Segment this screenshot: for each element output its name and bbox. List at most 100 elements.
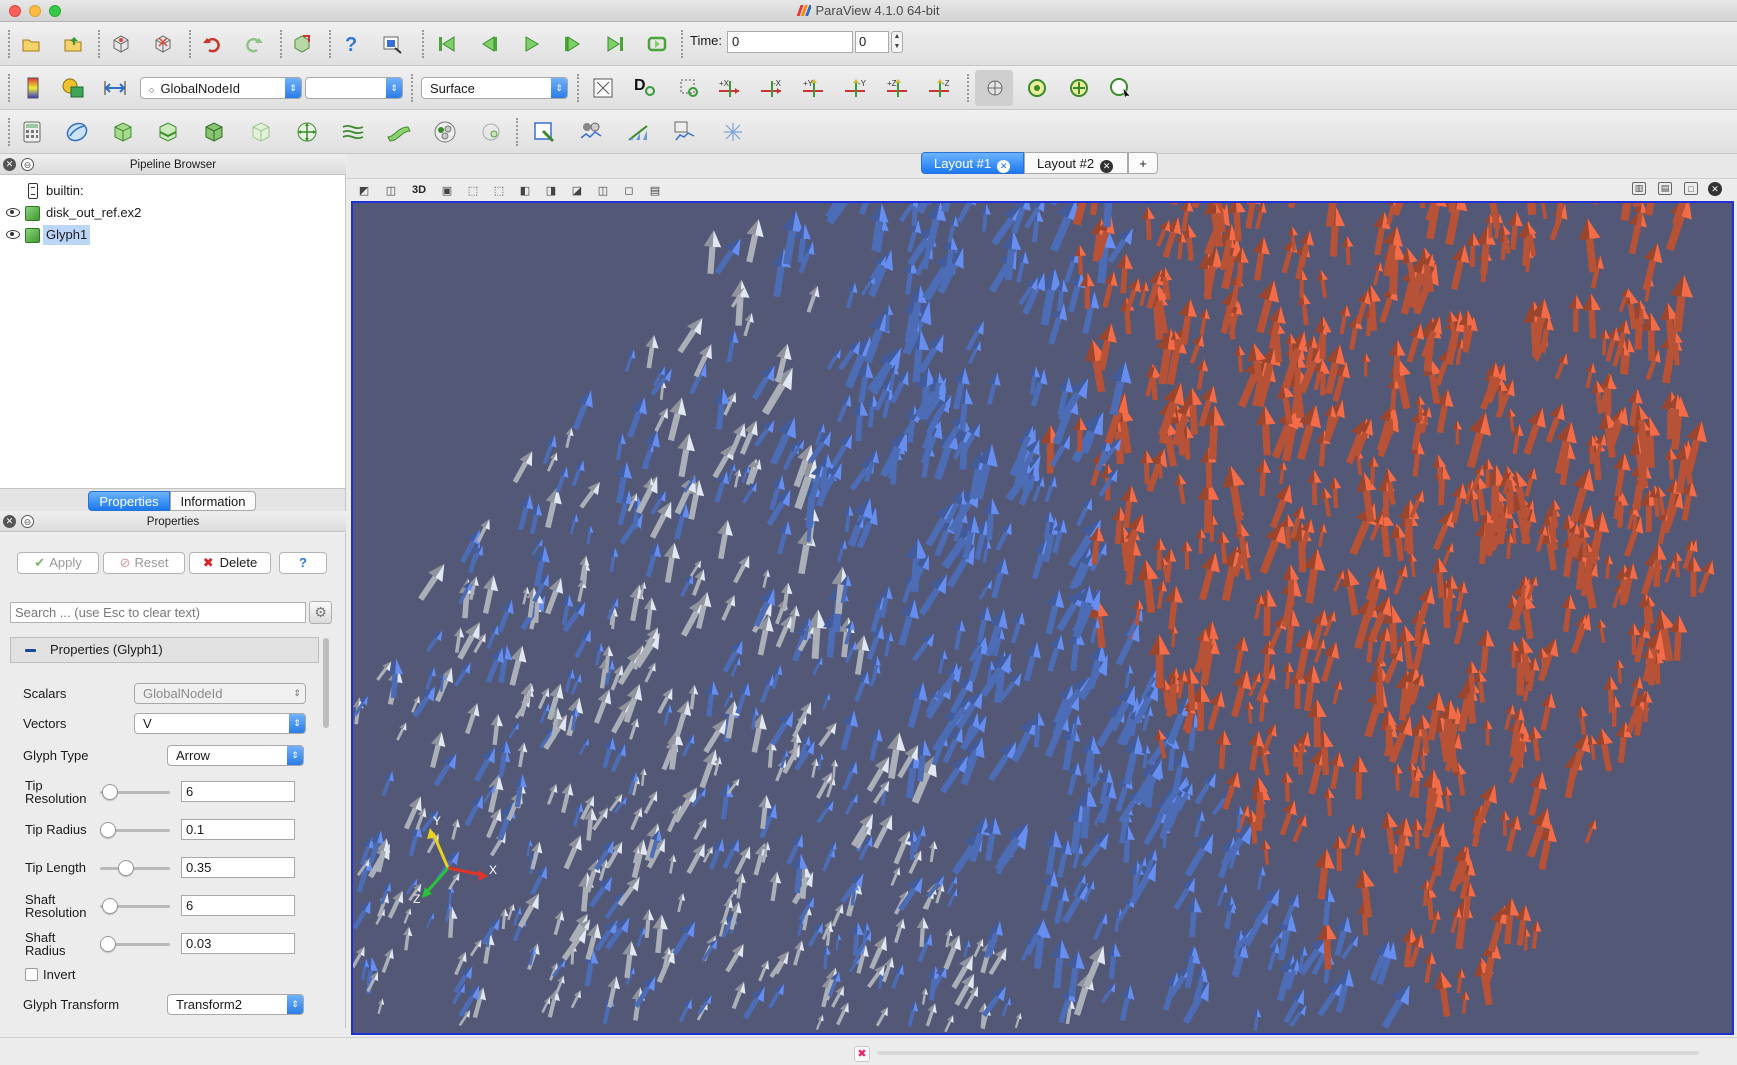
stream-tracer-icon[interactable]: [340, 119, 366, 145]
last-frame-icon[interactable]: [602, 31, 628, 57]
tip-length-input[interactable]: 0.35: [181, 857, 295, 878]
properties-scrollbar[interactable]: [322, 637, 330, 1027]
set-view-pos-z-icon[interactable]: +Z: [885, 75, 911, 101]
time-input[interactable]: 0: [727, 31, 853, 53]
scalars-select[interactable]: GlobalNodeId ⇕: [134, 683, 306, 704]
set-view-neg-y-icon[interactable]: -Y: [843, 75, 869, 101]
toolbar-grip[interactable]: [967, 74, 971, 102]
split-horizontal-icon[interactable]: ▥: [1632, 182, 1646, 195]
select-points-frustum-icon[interactable]: ◨: [545, 184, 557, 197]
disconnect-icon[interactable]: [150, 31, 176, 57]
help-icon[interactable]: ?: [338, 31, 364, 57]
select-frustum-icon[interactable]: ◧: [519, 184, 531, 197]
representation-select[interactable]: Surface ⇕: [421, 77, 568, 99]
set-view-pos-x-icon[interactable]: +X: [717, 75, 743, 101]
component-select[interactable]: ⇕: [305, 77, 403, 99]
properties-group-header[interactable]: Properties (Glyph1): [10, 637, 319, 663]
glyph-type-select[interactable]: Arrow ⇕: [167, 745, 304, 766]
show-center-icon[interactable]: [982, 75, 1008, 101]
open-icon[interactable]: [18, 31, 44, 57]
color-legend-icon[interactable]: [20, 75, 46, 101]
tab-information[interactable]: Information: [170, 491, 256, 511]
gear-icon[interactable]: ⚙: [309, 601, 332, 624]
play-icon[interactable]: [518, 31, 544, 57]
visibility-eye-icon[interactable]: [6, 230, 20, 239]
tip-radius-input[interactable]: 0.1: [181, 819, 295, 840]
toolbar-grip[interactable]: [577, 74, 581, 102]
extract-level-icon[interactable]: [478, 119, 504, 145]
toolbar-grip[interactable]: [422, 30, 426, 58]
edit-color-map-icon[interactable]: [60, 75, 86, 101]
tab-layout-2[interactable]: Layout #2 ✕: [1024, 152, 1128, 174]
tip-resolution-input[interactable]: 6: [181, 781, 295, 802]
maximize-view-icon[interactable]: □: [1684, 182, 1698, 195]
delete-button[interactable]: ✖ Delete: [189, 552, 271, 574]
zoom-to-data-icon[interactable]: D: [632, 73, 658, 99]
plot-over-line-icon[interactable]: [579, 119, 605, 145]
tab-layout-1[interactable]: Layout #1 ✕: [921, 152, 1024, 174]
glyph-transform-select[interactable]: Transform2 ⇕: [167, 994, 304, 1015]
toolbar-grip[interactable]: [8, 30, 12, 58]
camera-undo-icon[interactable]: ▣: [441, 184, 453, 197]
rescale-range-icon[interactable]: [102, 75, 128, 101]
apply-button[interactable]: ✔ Apply: [17, 552, 99, 574]
float-dock-icon[interactable]: ⊖: [21, 515, 34, 528]
maximize-window-button[interactable]: [49, 5, 61, 17]
close-dock-icon[interactable]: ✕: [3, 515, 16, 528]
redo-icon[interactable]: [241, 31, 267, 57]
toolbar-grip[interactable]: [8, 118, 12, 146]
shaft-resolution-slider[interactable]: [100, 897, 170, 915]
prev-frame-icon[interactable]: [476, 31, 502, 57]
float-dock-icon[interactable]: ⊖: [21, 158, 34, 171]
timestep-input[interactable]: 0: [855, 31, 889, 53]
render-view[interactable]: Y X Z: [351, 201, 1734, 1035]
set-view-pos-y-icon[interactable]: +Y: [801, 75, 827, 101]
set-view-neg-x-icon[interactable]: -X: [759, 75, 785, 101]
close-window-button[interactable]: [9, 5, 21, 17]
toolbar-grip[interactable]: [189, 30, 193, 58]
close-view-icon[interactable]: ✕: [1708, 182, 1722, 196]
first-frame-icon[interactable]: [434, 31, 460, 57]
color-by-select[interactable]: ○ GlobalNodeId ⇕: [140, 77, 302, 99]
invert-checkbox[interactable]: [25, 968, 38, 981]
reset-center-icon[interactable]: [1024, 75, 1050, 101]
plot-data-icon[interactable]: [673, 119, 699, 145]
tip-length-slider[interactable]: [100, 859, 170, 877]
toolbar-grip[interactable]: [329, 30, 333, 58]
shaft-radius-slider[interactable]: [100, 935, 170, 953]
close-tab-icon[interactable]: ✕: [997, 160, 1011, 173]
tip-radius-slider[interactable]: [100, 821, 170, 839]
rotation-center-icon[interactable]: [1108, 75, 1134, 101]
add-layout-button[interactable]: +: [1128, 152, 1158, 174]
toolbar-grip[interactable]: [516, 118, 520, 146]
reset-button[interactable]: ⊘ Reset: [103, 552, 185, 574]
shaft-radius-input[interactable]: 0.03: [181, 933, 295, 954]
set-view-neg-z-icon[interactable]: -Z: [927, 75, 953, 101]
reset-camera-icon[interactable]: [590, 75, 616, 101]
threshold-icon[interactable]: [201, 119, 227, 145]
scrollbar-thumb[interactable]: [323, 638, 329, 728]
select-cells-icon[interactable]: ⬚: [467, 184, 479, 197]
close-tab-icon[interactable]: ✕: [1100, 160, 1114, 173]
toolbar-grip[interactable]: [411, 74, 415, 102]
spreadsheet-icon[interactable]: ▤: [649, 184, 661, 197]
interactive-select-icon[interactable]: ◫: [597, 184, 609, 197]
split-vertical-icon[interactable]: ▤: [1658, 182, 1672, 195]
visibility-eye-icon[interactable]: [6, 208, 20, 217]
tab-properties[interactable]: Properties: [88, 491, 170, 511]
reset-session-icon[interactable]: [289, 31, 315, 57]
calculator-icon[interactable]: [19, 119, 45, 145]
close-dock-icon[interactable]: ✕: [3, 158, 16, 171]
plot-histogram-icon[interactable]: [626, 119, 652, 145]
properties-search-input[interactable]: Search ... (use Esc to clear text): [10, 602, 306, 623]
toolbar-grip[interactable]: [98, 30, 102, 58]
tip-resolution-slider[interactable]: [100, 783, 170, 801]
toolbar-grip[interactable]: [8, 74, 12, 102]
glyph-icon[interactable]: [294, 119, 320, 145]
3d-toggle-button[interactable]: 3D: [411, 184, 427, 196]
select-points-icon[interactable]: ⬚: [493, 184, 505, 197]
select-block-icon[interactable]: ◪: [571, 184, 583, 197]
shaft-resolution-input[interactable]: 6: [181, 895, 295, 916]
selection-display-icon[interactable]: [532, 119, 558, 145]
undo-icon[interactable]: [199, 31, 225, 57]
